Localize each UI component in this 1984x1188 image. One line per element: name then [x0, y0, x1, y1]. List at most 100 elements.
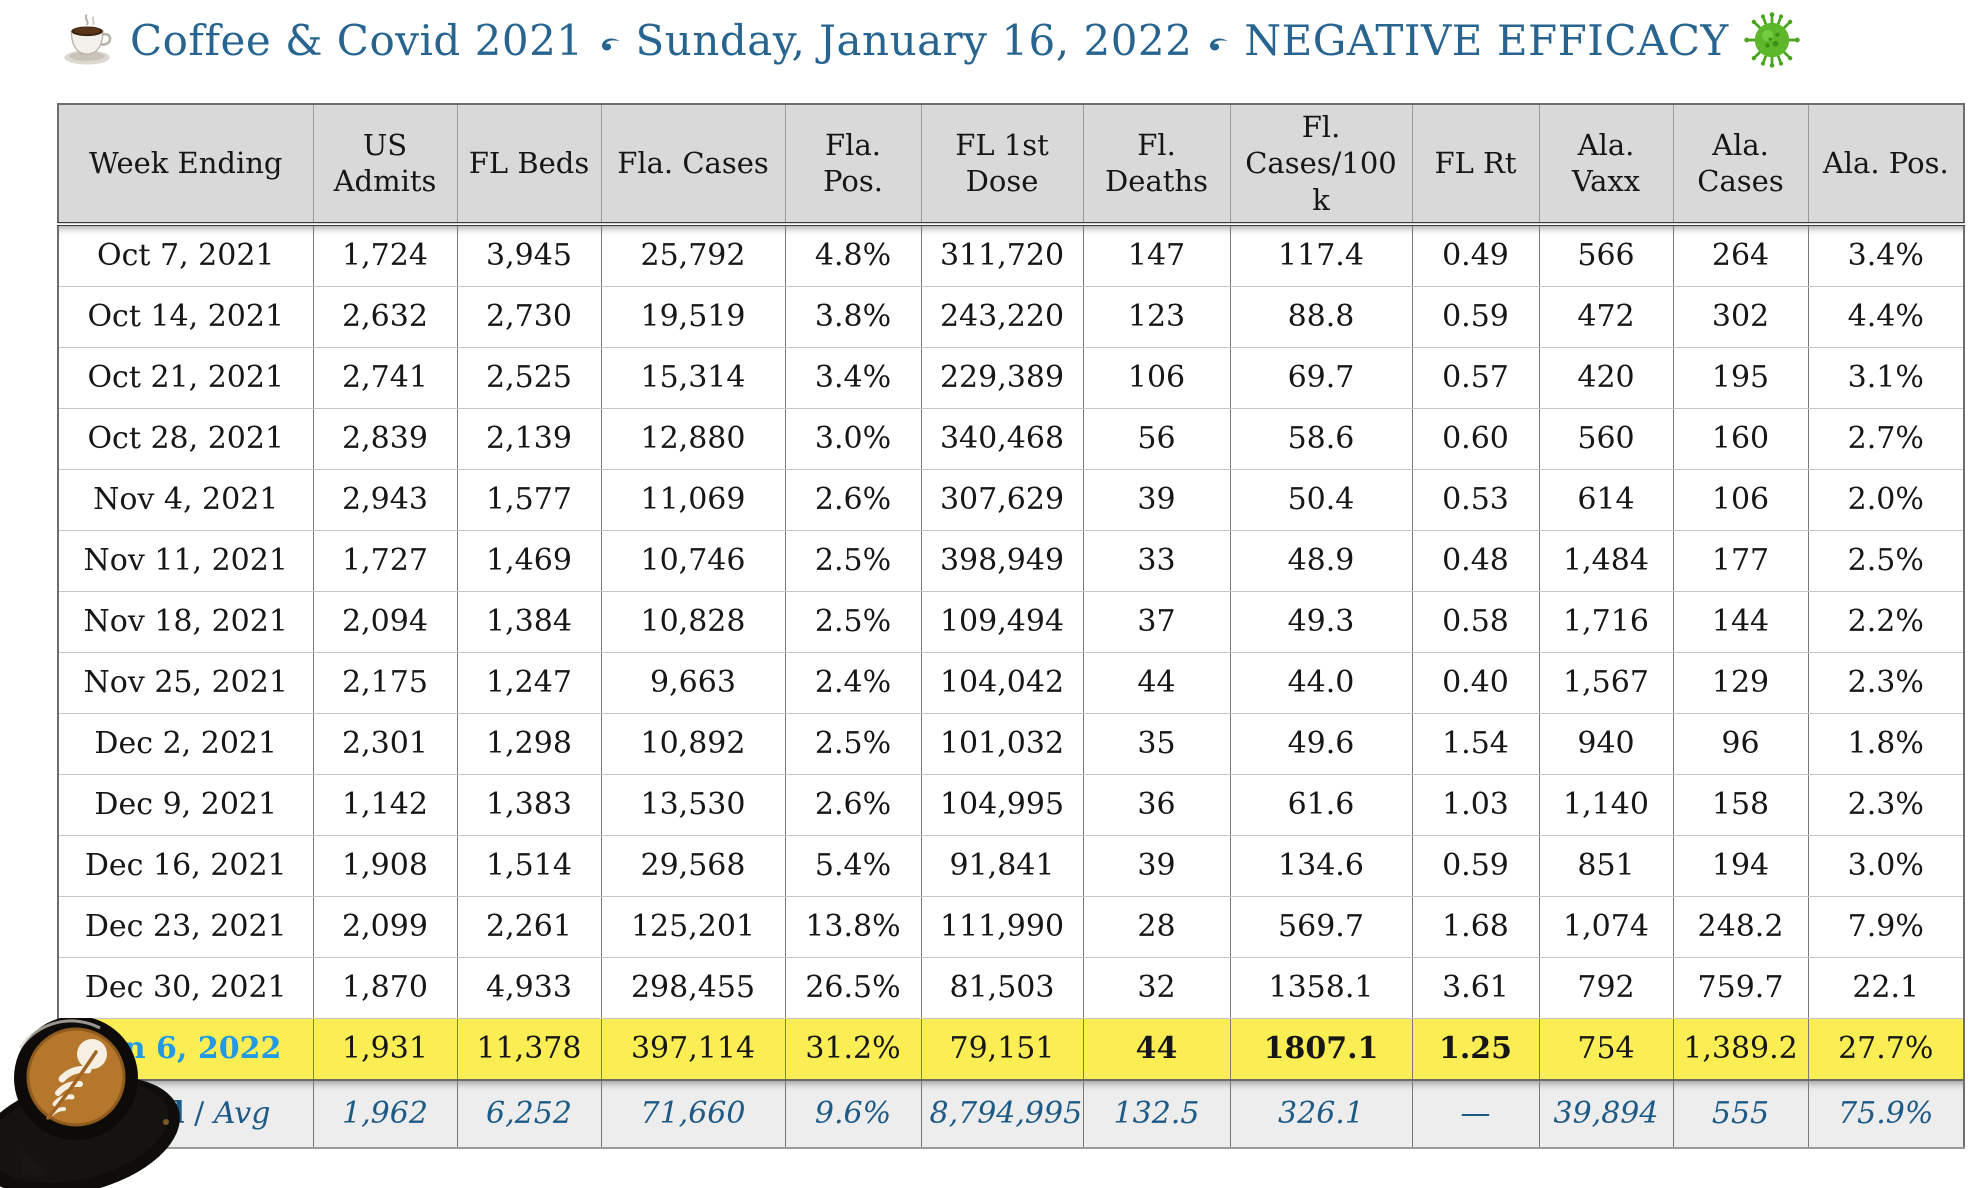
- week-ending-cell: Dec 2, 2021: [57, 712, 314, 775]
- value-cell: 420: [1538, 346, 1674, 409]
- value-cell: 81,503: [920, 956, 1084, 1019]
- value-cell: 298,455: [600, 956, 786, 1019]
- value-cell: 1,469: [456, 529, 602, 592]
- value-cell: 3.8%: [784, 285, 922, 348]
- table-row: Nov 25, 2021 2,175 1,247 9,663 2.4% 104,042 44…: [57, 651, 1965, 714]
- value-cell: 0.59: [1411, 834, 1540, 897]
- value-cell: 1,484: [1538, 529, 1674, 592]
- value-cell: 851: [1538, 834, 1674, 897]
- value-cell: 302: [1672, 285, 1809, 348]
- value-cell: 1,577: [456, 468, 602, 531]
- value-cell: 1,724: [312, 223, 458, 287]
- value-cell: 1,931: [312, 1017, 458, 1081]
- value-cell: 79,151: [920, 1017, 1084, 1081]
- value-cell: 397,114: [600, 1017, 786, 1081]
- value-cell: 566: [1538, 223, 1674, 287]
- value-cell: 1.03: [1411, 773, 1540, 836]
- table-row: Oct 14, 2021 2,632 2,730 19,519 3.8% 243,220 1…: [57, 285, 1965, 348]
- week-ending-cell: Oct 7, 2021: [57, 223, 314, 287]
- value-cell: 0.57: [1411, 346, 1540, 409]
- column-header-ala-pos: Ala. Pos.: [1807, 103, 1965, 226]
- value-cell: 2,261: [456, 895, 602, 958]
- value-cell: 1.68: [1411, 895, 1540, 958]
- value-cell: 229,389: [920, 346, 1084, 409]
- value-cell: 2.3%: [1807, 651, 1965, 714]
- value-cell: 340,468: [920, 407, 1084, 470]
- value-cell: 2,139: [456, 407, 602, 470]
- week-ending-cell: Nov 25, 2021: [57, 651, 314, 714]
- value-cell: 2.5%: [784, 529, 922, 592]
- value-cell: 194: [1672, 834, 1809, 897]
- value-cell: 32: [1082, 956, 1231, 1019]
- value-cell: 3.0%: [784, 407, 922, 470]
- column-header-fl-cases-100k: Fl. Cases/100k: [1229, 103, 1413, 226]
- value-cell: 39: [1082, 468, 1231, 531]
- covid-stats-table: Week Ending US Admits FL Beds Fla. Cases…: [57, 103, 1965, 1149]
- value-cell: 36: [1082, 773, 1231, 836]
- value-cell: 2.6%: [784, 773, 922, 836]
- value-cell: 398,949: [920, 529, 1084, 592]
- fleuron-divider-icon: [1210, 38, 1229, 51]
- value-cell: 11,378: [456, 1017, 602, 1081]
- value-cell: 101,032: [920, 712, 1084, 775]
- value-cell: 49.3: [1229, 590, 1413, 653]
- value-cell: 3.4%: [784, 346, 922, 409]
- value-cell: 0.58: [1411, 590, 1540, 653]
- value-cell: 104,995: [920, 773, 1084, 836]
- table-header: Week Ending US Admits FL Beds Fla. Cases…: [57, 103, 1965, 226]
- week-ending-cell: Nov 4, 2021: [57, 468, 314, 531]
- value-cell: 1.8%: [1807, 712, 1965, 775]
- value-cell: 9,663: [600, 651, 786, 714]
- value-cell: 91,841: [920, 834, 1084, 897]
- value-cell: 2.5%: [1807, 529, 1965, 592]
- fleuron-divider-icon: [601, 38, 620, 51]
- value-cell: 1,142: [312, 773, 458, 836]
- column-header-ala-vaxx: Ala. Vaxx: [1538, 103, 1674, 226]
- value-cell: 264: [1672, 223, 1809, 287]
- value-cell: 3,945: [456, 223, 602, 287]
- table-row: Nov 18, 2021 2,094 1,384 10,828 2.5% 109,494 3…: [57, 590, 1965, 653]
- value-cell: 1,567: [1538, 651, 1674, 714]
- total-cell: 1,962: [312, 1078, 458, 1149]
- coffee-cup-icon: [64, 14, 112, 65]
- value-cell: 4.8%: [784, 223, 922, 287]
- column-header-fla-pos: Fla. Pos.: [784, 103, 922, 226]
- value-cell: 10,892: [600, 712, 786, 775]
- value-cell: 111,990: [920, 895, 1084, 958]
- value-cell: 1,074: [1538, 895, 1674, 958]
- table-row-highlight: Jan 6, 2022 1,931 11,378 397,114 31.2% 79,151…: [57, 1017, 1965, 1081]
- value-cell: 2,525: [456, 346, 602, 409]
- value-cell: 104,042: [920, 651, 1084, 714]
- value-cell: 2.4%: [784, 651, 922, 714]
- value-cell: 2.0%: [1807, 468, 1965, 531]
- total-cell: 9.6%: [784, 1078, 922, 1149]
- value-cell: 0.53: [1411, 468, 1540, 531]
- week-ending-cell: Dec 23, 2021: [57, 895, 314, 958]
- value-cell: 147: [1082, 223, 1231, 287]
- value-cell: 1,247: [456, 651, 602, 714]
- value-cell: 7.9%: [1807, 895, 1965, 958]
- week-ending-cell: Dec 16, 2021: [57, 834, 314, 897]
- total-label-separator: /: [184, 1096, 214, 1132]
- avg-label: Avg: [213, 1096, 271, 1132]
- value-cell: 22.1: [1807, 956, 1965, 1019]
- value-cell: 1,870: [312, 956, 458, 1019]
- title-part-3: NEGATIVE EFFICACY: [1244, 15, 1729, 65]
- value-cell: 158: [1672, 773, 1809, 836]
- value-cell: 106: [1672, 468, 1809, 531]
- value-cell: 134.6: [1229, 834, 1413, 897]
- value-cell: 13.8%: [784, 895, 922, 958]
- week-ending-cell: Nov 18, 2021: [57, 590, 314, 653]
- value-cell: 2,632: [312, 285, 458, 348]
- value-cell: 25,792: [600, 223, 786, 287]
- value-cell: 0.48: [1411, 529, 1540, 592]
- total-cell: —: [1411, 1078, 1540, 1149]
- value-cell: 109,494: [920, 590, 1084, 653]
- value-cell: 311,720: [920, 223, 1084, 287]
- column-header-fl-beds: FL Beds: [456, 103, 602, 226]
- value-cell: 2,094: [312, 590, 458, 653]
- value-cell: 56: [1082, 407, 1231, 470]
- table-row: Dec 30, 2021 1,870 4,933 298,455 26.5% 81,503…: [57, 956, 1965, 1019]
- week-ending-cell: Dec 9, 2021: [57, 773, 314, 836]
- value-cell: 44.0: [1229, 651, 1413, 714]
